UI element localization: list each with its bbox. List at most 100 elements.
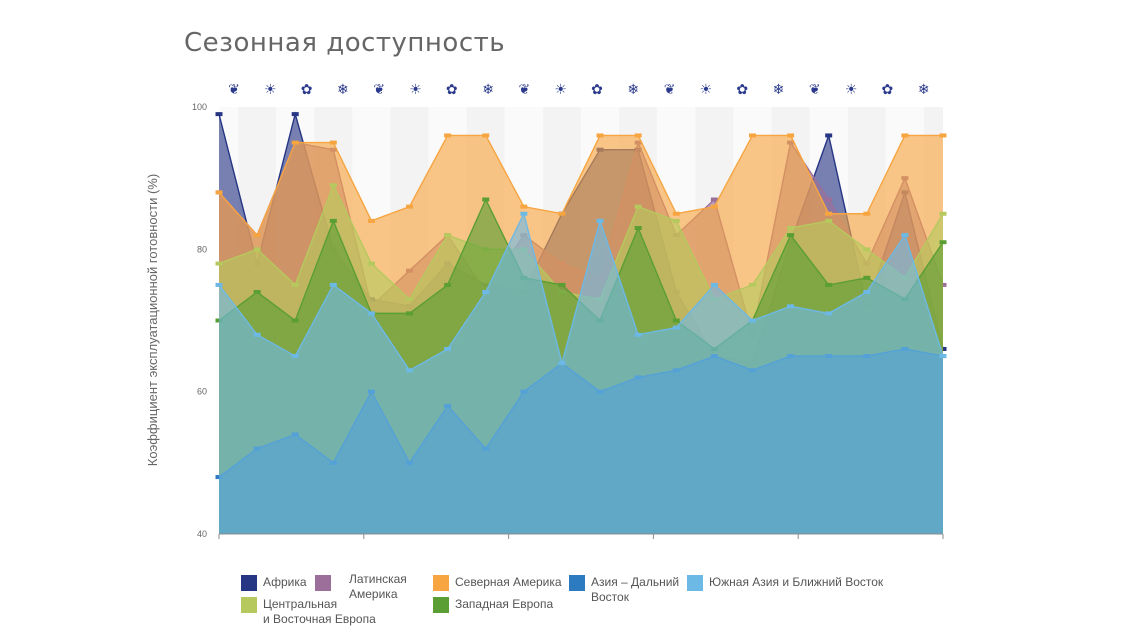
snowflake-icon: ❄ — [627, 82, 639, 98]
leaf-icon: ❦ — [809, 82, 821, 98]
data-point[interactable] — [329, 218, 337, 223]
data-point[interactable] — [710, 204, 718, 209]
data-point[interactable] — [329, 140, 337, 145]
y-tick-label: 80 — [197, 244, 207, 254]
data-point[interactable] — [367, 261, 375, 266]
data-point[interactable] — [253, 247, 261, 252]
data-point[interactable] — [863, 290, 871, 295]
data-point[interactable] — [558, 361, 566, 366]
data-point[interactable] — [406, 311, 414, 316]
leaf-icon: ❦ — [373, 82, 385, 98]
data-point[interactable] — [748, 133, 756, 138]
data-point[interactable] — [558, 211, 566, 216]
data-point[interactable] — [901, 233, 909, 238]
data-point[interactable] — [253, 290, 261, 295]
data-point[interactable] — [672, 325, 680, 330]
data-point[interactable] — [787, 133, 795, 138]
legend: Африка Латинская Америка Северная Америк… — [241, 572, 921, 636]
series-line — [218, 134, 943, 237]
data-point[interactable] — [596, 218, 604, 223]
legend-swatch-western-europe — [433, 597, 449, 613]
data-point[interactable] — [787, 304, 795, 309]
sun-icon: ☀ — [845, 82, 858, 98]
data-point[interactable] — [710, 282, 718, 287]
data-point[interactable] — [748, 318, 756, 323]
data-point[interactable] — [444, 282, 452, 287]
data-point[interactable] — [367, 218, 375, 223]
legend-label-south-asia: Южная Азия и Ближний Восток — [709, 575, 884, 589]
data-point[interactable] — [329, 282, 337, 287]
data-point[interactable] — [520, 204, 528, 209]
data-point[interactable] — [291, 354, 299, 359]
maple-leaf-icon: ✿ — [736, 82, 748, 98]
data-point[interactable] — [215, 282, 223, 287]
maple-leaf-icon: ✿ — [882, 82, 894, 98]
data-point[interactable] — [482, 290, 490, 295]
legend-label-north-america: Северная Америка — [455, 575, 562, 589]
data-point[interactable] — [406, 368, 414, 373]
data-point[interactable] — [748, 282, 756, 287]
data-point[interactable] — [901, 133, 909, 138]
data-point[interactable] — [863, 275, 871, 280]
data-point[interactable] — [939, 211, 947, 216]
data-point[interactable] — [825, 211, 833, 216]
legend-swatch-central-eastern-europe — [241, 597, 257, 613]
data-point[interactable] — [520, 211, 528, 216]
data-point[interactable] — [672, 218, 680, 223]
data-point[interactable] — [215, 112, 223, 117]
data-point[interactable] — [444, 233, 452, 238]
data-point[interactable] — [939, 354, 947, 359]
data-point[interactable] — [787, 225, 795, 230]
data-point[interactable] — [291, 282, 299, 287]
data-point[interactable] — [634, 204, 642, 209]
data-point[interactable] — [825, 197, 833, 202]
maple-leaf-icon: ✿ — [301, 82, 313, 98]
data-point[interactable] — [291, 318, 299, 323]
axes: 40 60 80 100 Коэффициент эксплуатационной го… — [145, 102, 944, 539]
data-point[interactable] — [367, 311, 375, 316]
legend-label-africa: Африка — [263, 575, 307, 589]
legend-entry-asia-far-east[interactable]: Азия – Дальний Восток — [569, 575, 679, 605]
maple-leaf-icon: ✿ — [591, 82, 603, 98]
legend-entry-north-america[interactable]: Северная Америка — [433, 575, 562, 591]
data-point[interactable] — [787, 233, 795, 238]
data-point[interactable] — [672, 318, 680, 323]
data-point[interactable] — [596, 133, 604, 138]
data-point[interactable] — [672, 211, 680, 216]
legend-swatch-latin-america — [315, 575, 331, 591]
legend-entry-south-asia[interactable]: Южная Азия и Ближний Восток — [687, 575, 883, 591]
data-point[interactable] — [825, 218, 833, 223]
data-point[interactable] — [939, 240, 947, 245]
sun-icon: ☀ — [700, 82, 713, 98]
data-point[interactable] — [482, 133, 490, 138]
data-point[interactable] — [406, 204, 414, 209]
data-point[interactable] — [863, 211, 871, 216]
data-point[interactable] — [825, 311, 833, 316]
data-point[interactable] — [558, 282, 566, 287]
legend-entry-latin-america[interactable]: Латинская Америка — [315, 572, 407, 602]
data-point[interactable] — [406, 297, 414, 302]
legend-entry-central-eastern-europe[interactable]: Центральная и Восточная Европа — [241, 597, 376, 627]
data-point[interactable] — [444, 346, 452, 351]
data-point[interactable] — [939, 133, 947, 138]
data-point[interactable] — [710, 197, 718, 202]
legend-label-asia-far-east: Азия – Дальний Восток — [591, 575, 680, 604]
data-point[interactable] — [215, 261, 223, 266]
data-point[interactable] — [444, 133, 452, 138]
data-point[interactable] — [253, 233, 261, 238]
legend-entry-western-europe[interactable]: Западная Европа — [433, 597, 553, 613]
data-point[interactable] — [291, 140, 299, 145]
data-point[interactable] — [253, 332, 261, 337]
data-point[interactable] — [825, 133, 833, 138]
legend-entry-africa[interactable]: Африка — [241, 575, 307, 591]
data-point[interactable] — [482, 197, 490, 202]
data-point[interactable] — [329, 183, 337, 188]
data-point[interactable] — [215, 190, 223, 195]
data-point[interactable] — [863, 247, 871, 252]
data-point[interactable] — [634, 332, 642, 337]
data-point[interactable] — [634, 133, 642, 138]
data-point[interactable] — [291, 112, 299, 117]
data-point[interactable] — [825, 282, 833, 287]
data-point[interactable] — [634, 225, 642, 230]
